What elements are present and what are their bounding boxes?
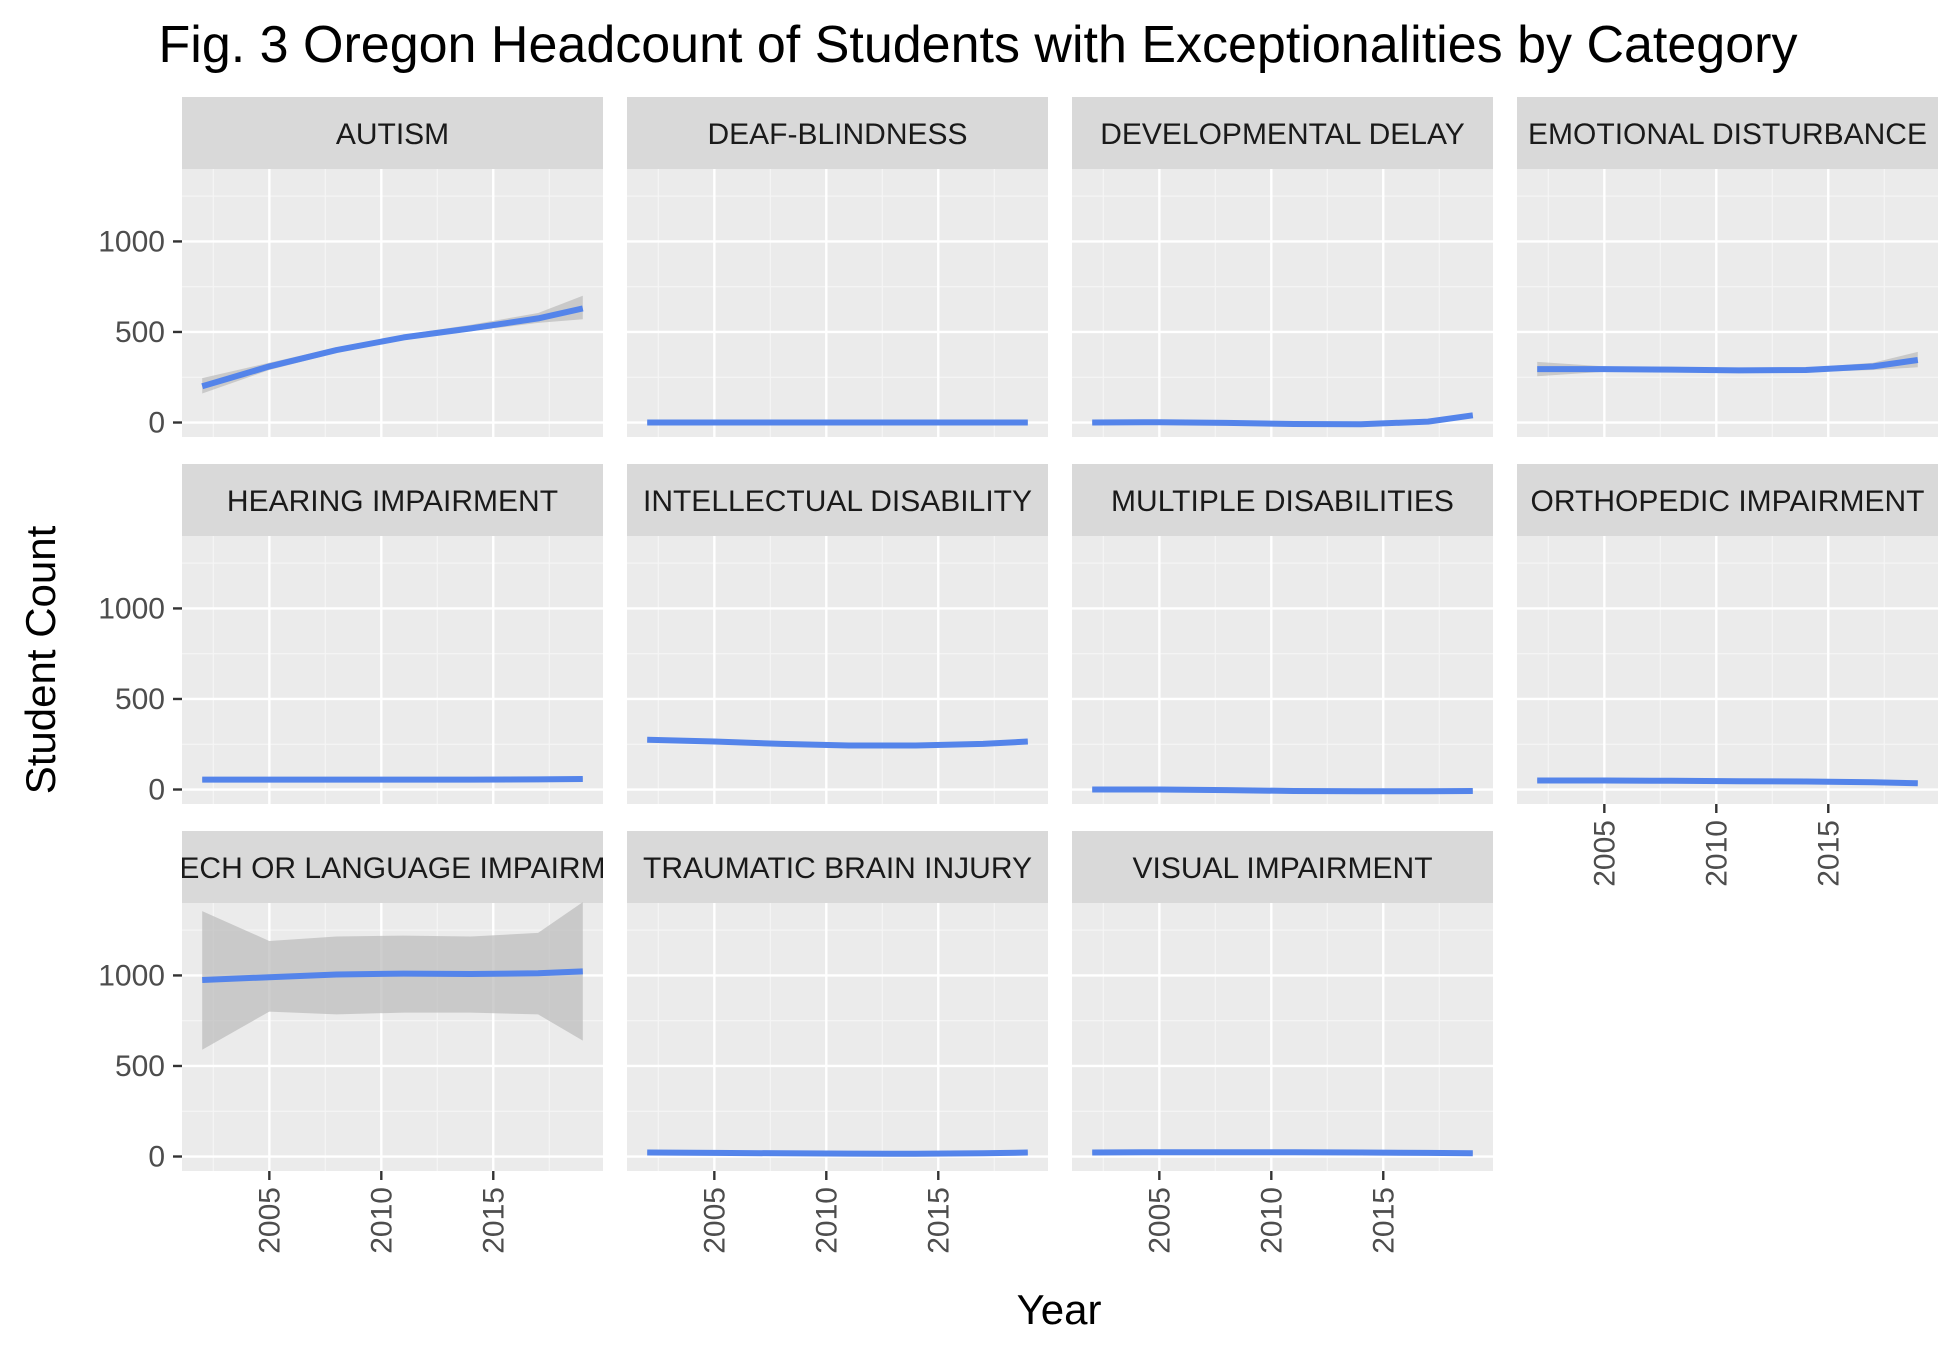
x-tick-label: 2005 — [253, 1187, 286, 1254]
panel-background — [1072, 903, 1493, 1171]
panel-background — [182, 169, 603, 437]
y-tick-label: 1000 — [98, 225, 165, 258]
facet-panel: INTELLECTUAL DISABILITY — [627, 464, 1048, 804]
panel-background — [627, 903, 1048, 1171]
x-tick-label: 2015 — [1367, 1187, 1400, 1254]
x-tick-label: 2015 — [477, 1187, 510, 1254]
facet-panel: ORTHOPEDIC IMPAIRMENT 2005 2010 2015 — [1517, 464, 1938, 887]
series-line — [1537, 357, 1919, 374]
y-tick-label: 0 — [148, 774, 165, 807]
facet-strip-label: MULTIPLE DISABILITIES — [1111, 485, 1454, 518]
series-line — [647, 736, 1028, 749]
panel-background — [1072, 536, 1493, 804]
series-line — [1092, 412, 1474, 428]
series-line — [1092, 786, 1473, 795]
x-tick-label: 2010 — [810, 1187, 843, 1254]
facet-panel: AUTISM 0 500 1000 — [98, 97, 603, 440]
facet-panel: TRAUMATIC BRAIN INJURY 2005 2010 2015 — [627, 831, 1048, 1254]
panel-background — [627, 536, 1048, 804]
facet-panel: VISUAL IMPAIRMENT 2005 2010 2015 — [1072, 831, 1493, 1254]
chart-title: Fig. 3 Oregon Headcount of Students with… — [159, 16, 1798, 74]
series-line — [202, 776, 583, 783]
facet-strip-label: DEAF-BLINDNESS — [707, 118, 967, 151]
facet-strip-label: HEARING IMPAIRMENT — [227, 485, 558, 518]
x-tick-label: 2005 — [1143, 1187, 1176, 1254]
facet-strip-label: VISUAL IMPAIRMENT — [1132, 852, 1432, 885]
y-tick-label: 1000 — [98, 959, 165, 992]
facet-strip-label: TRAUMATIC BRAIN INJURY — [643, 852, 1032, 885]
x-tick-label: 2010 — [365, 1187, 398, 1254]
x-tick-label: 2010 — [1700, 820, 1733, 887]
facet-strip — [627, 831, 1048, 903]
panel-background — [1517, 536, 1938, 804]
facet-strip-label: AUTISM — [336, 118, 449, 151]
facet-strip — [182, 464, 603, 536]
series-line — [1092, 1149, 1473, 1157]
y-tick-label: 500 — [115, 683, 165, 716]
panel-background — [627, 169, 1048, 437]
facet-strip-label: DEVELOPMENTAL DELAY — [1100, 118, 1465, 151]
facet-panel: DEVELOPMENTAL DELAY — [1072, 97, 1493, 437]
y-tick-label: 0 — [148, 1141, 165, 1174]
facet-strip-label: ORTHOPEDIC IMPAIRMENT — [1531, 485, 1925, 518]
facet-strip-label: EMOTIONAL DISTURBANCE — [1528, 118, 1927, 151]
facet-panel: DEAF-BLINDNESS — [627, 97, 1048, 437]
facet-strip — [1072, 97, 1493, 169]
facet-strip — [1072, 464, 1493, 536]
facet-strip — [627, 464, 1048, 536]
x-tick-label: 2015 — [1812, 820, 1845, 887]
x-tick-label: 2010 — [1255, 1187, 1288, 1254]
facet-strip-label: SPEECH OR LANGUAGE IMPAIRMENT — [119, 852, 665, 885]
facet-strip-label: INTELLECTUAL DISABILITY — [643, 485, 1032, 518]
facet-strip — [182, 831, 603, 903]
x-tick-label: 2005 — [1588, 820, 1621, 887]
y-tick-label: 500 — [115, 316, 165, 349]
panel-background — [1517, 169, 1938, 437]
facet-strip — [1072, 831, 1493, 903]
facet-panel: MULTIPLE DISABILITIES — [1072, 464, 1493, 804]
y-axis-title: Student Count — [17, 525, 64, 794]
x-axis-title: Year — [1017, 1286, 1102, 1333]
facet-panel: EMOTIONAL DISTURBANCE — [1517, 97, 1938, 437]
facet-panels: AUTISM 0 500 1000 DEAF-BLINDNESS DEVELOPMENTA… — [98, 97, 1938, 1254]
y-tick-label: 0 — [148, 407, 165, 440]
x-tick-label: 2005 — [698, 1187, 731, 1254]
series-line — [202, 968, 583, 983]
panel-background — [1072, 169, 1493, 437]
facet-panel: HEARING IMPAIRMENT 0 500 1000 — [98, 464, 603, 807]
series-line — [1537, 777, 1918, 787]
facet-strip — [182, 97, 603, 169]
series-line — [201, 305, 584, 390]
y-tick-label: 500 — [115, 1050, 165, 1083]
x-tick-label: 2015 — [922, 1187, 955, 1254]
panel-background — [182, 536, 603, 804]
y-tick-label: 1000 — [98, 592, 165, 625]
series-line — [647, 1149, 1028, 1157]
facet-strip — [627, 97, 1048, 169]
facet-strip — [1517, 464, 1938, 536]
facet-panel: SPEECH OR LANGUAGE IMPAIRMENT 0 500 1000 200… — [98, 831, 665, 1254]
facet-strip — [1517, 97, 1938, 169]
